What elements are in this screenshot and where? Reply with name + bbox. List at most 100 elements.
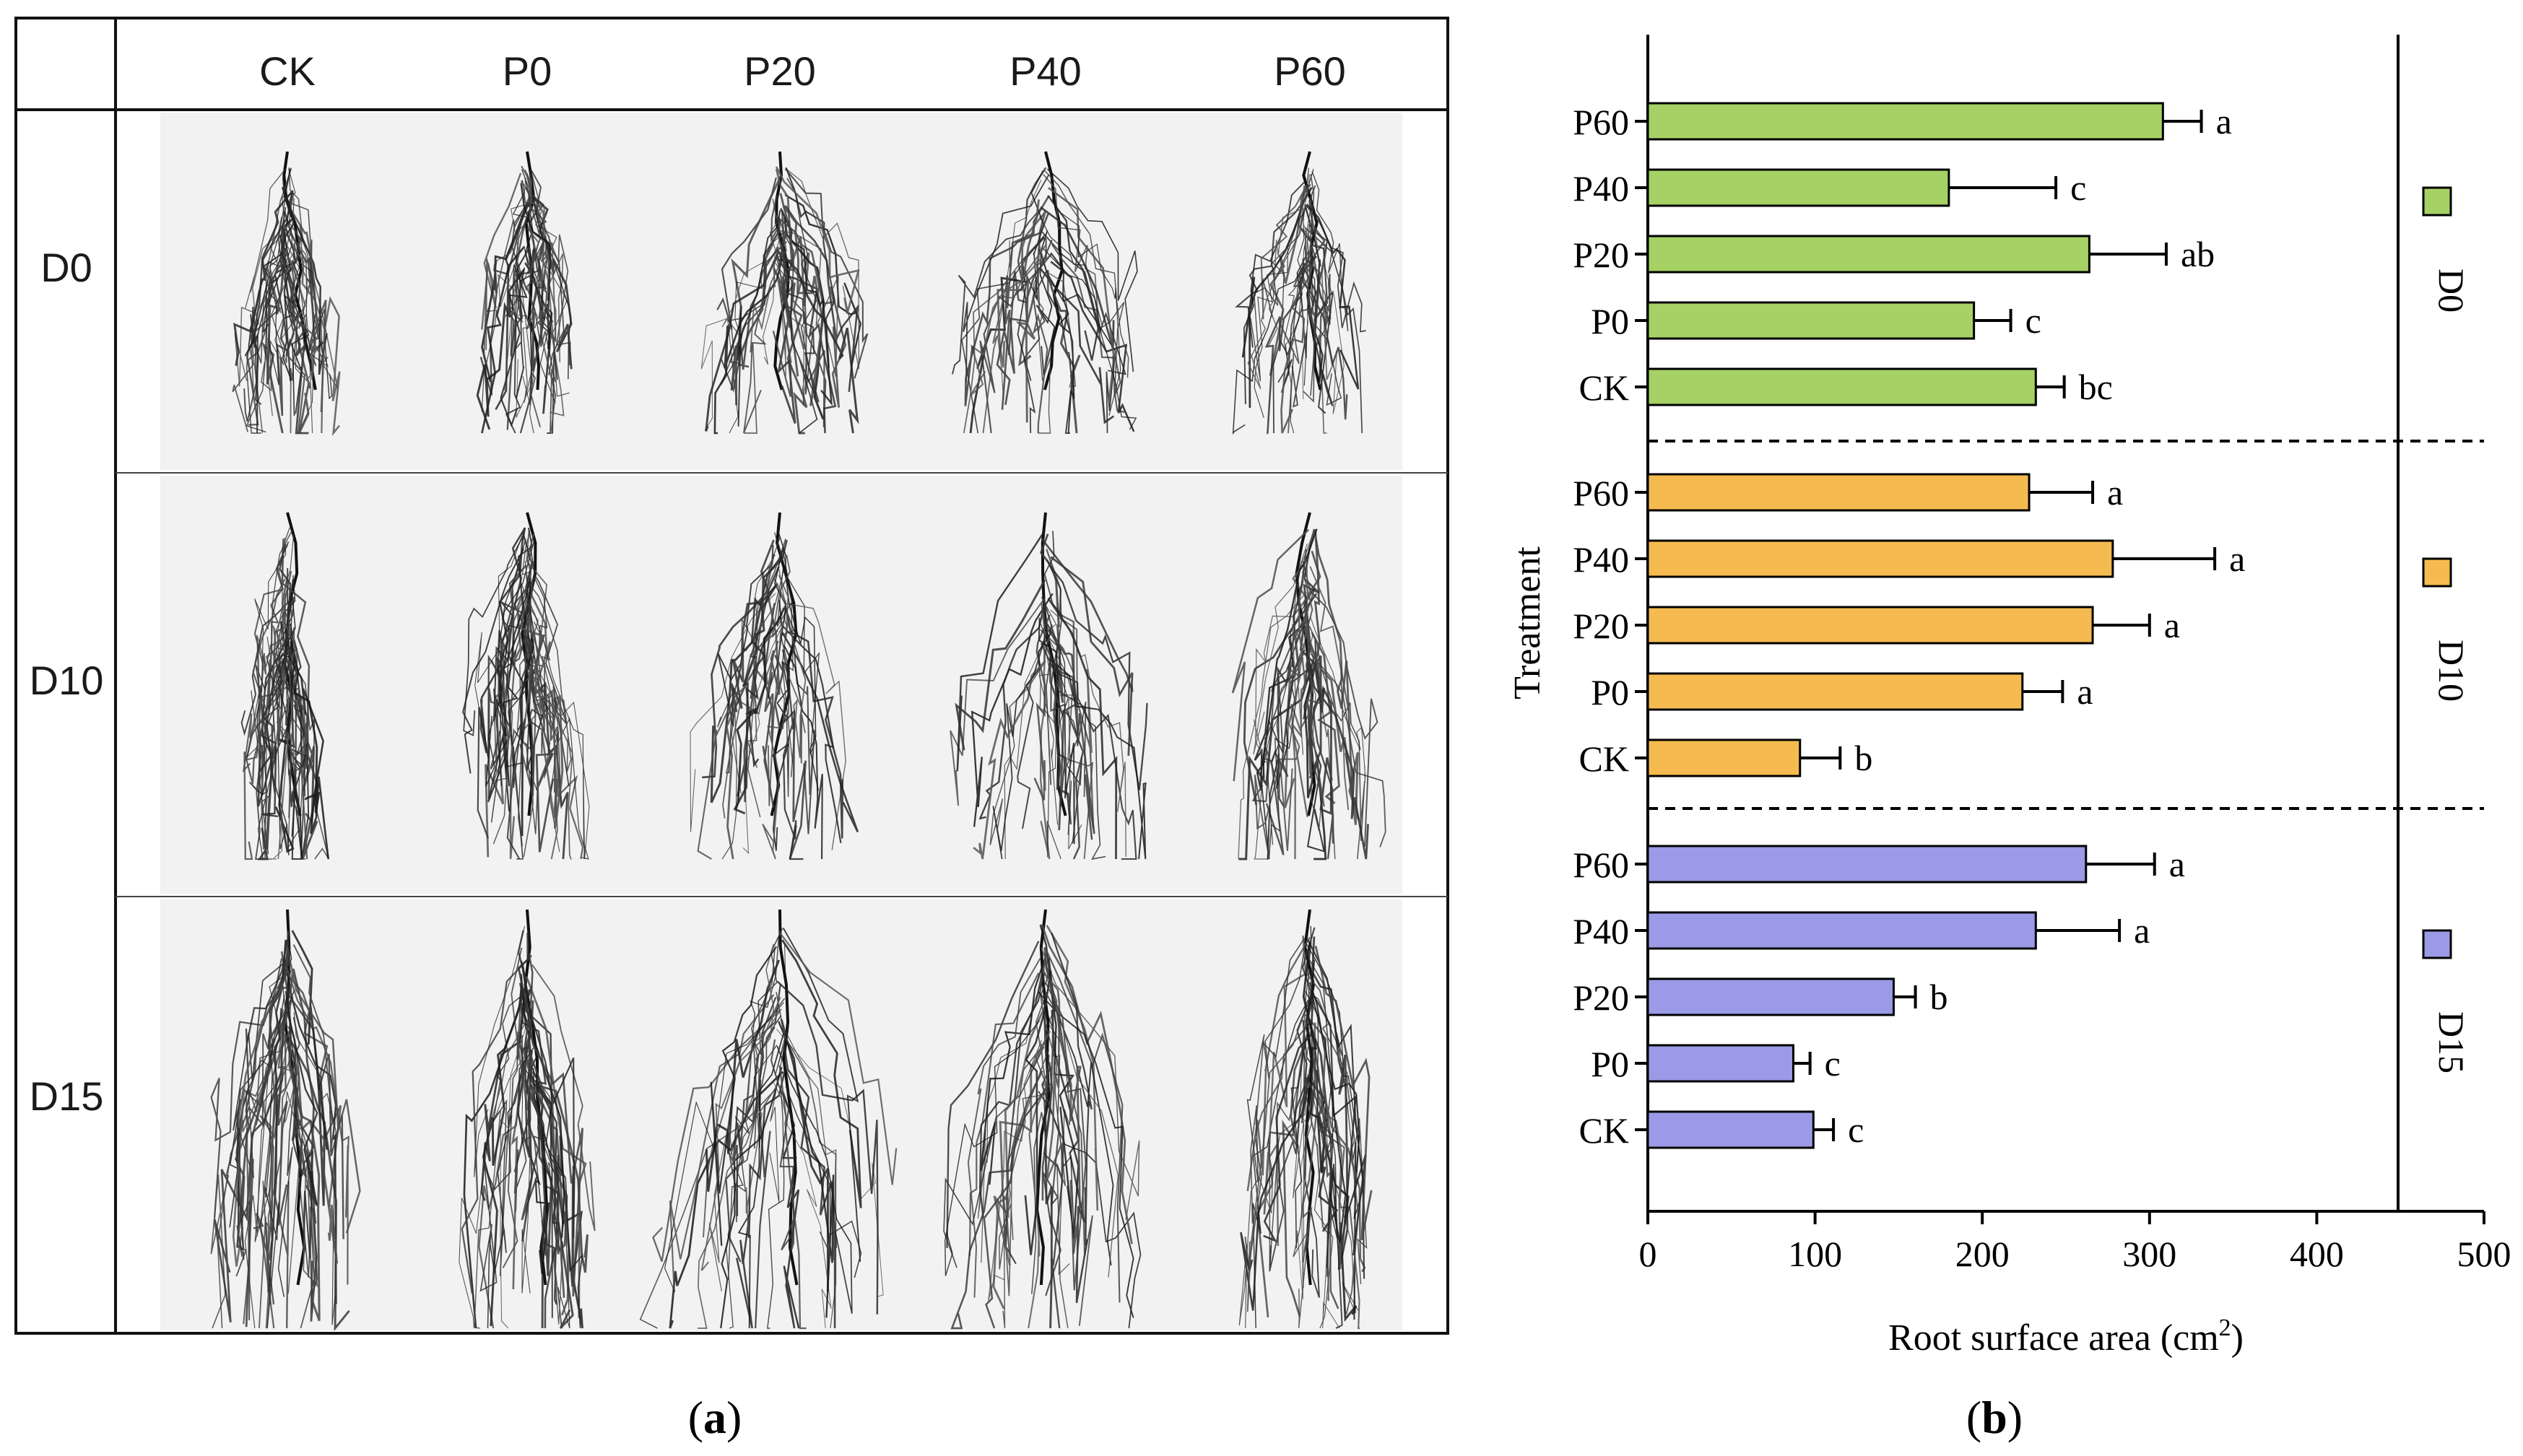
panel-a-grid [14,17,1449,1335]
root-strand [287,655,319,860]
root-strand [778,1065,807,1330]
root-strand [964,212,1050,406]
root-strand [1299,626,1333,815]
row-header-d0: D0 [40,245,92,290]
root-strand [1044,973,1119,1278]
root-strand [1050,659,1147,860]
root-strand [979,240,1053,434]
root-strand [459,1037,529,1329]
root-image-d10-ck [240,512,330,860]
root-strand [244,223,295,434]
root-strand [482,987,523,1326]
photo-row-d15 [160,899,1402,1330]
root-strand [1306,203,1360,390]
root-strand [783,606,815,834]
bar-d15-p40 [1646,911,2037,950]
root-strand [516,933,534,1242]
root-strand [784,606,844,839]
group-label-d15: D15 [2431,1011,2472,1073]
root-strand [1277,549,1308,806]
root-strand [697,629,778,860]
root-strand [1033,614,1051,801]
root-strand [1308,626,1365,860]
root-strand [245,167,287,309]
root-strand [956,532,1045,772]
column-header-ck: CK [259,48,316,94]
root-strand [282,227,313,434]
root-strand [970,593,1054,827]
bar-d0-p20 [1646,235,2090,274]
root-strand [771,661,790,851]
root-strand [775,166,860,314]
root-strand [1305,635,1323,832]
root-strand [524,262,556,434]
root-strand [1260,185,1308,320]
root-strand [1043,173,1100,337]
root-strand [521,1071,532,1294]
root-strand [733,585,777,815]
x-tick-label-200: 200 [1955,1234,2010,1274]
significance-letter-d15-p60: a [2169,844,2185,884]
root-strand [737,209,781,427]
root-strand [235,940,288,1251]
root-image-d0-ck [232,151,341,437]
root-strand [290,641,321,814]
group-label-d0: D0 [2431,269,2472,313]
root-strand [782,927,861,1262]
root-strand [782,205,825,406]
root-strand [1043,599,1067,808]
root-strand [524,169,557,343]
root-strand [246,232,286,434]
significance-letter-d0-p20: ab [2181,234,2215,274]
root-strand [720,1067,783,1329]
y-tick-label-d10-p0: P0 [1591,672,1629,712]
root-strand [1041,947,1140,1220]
root-strand [1232,264,1305,435]
root-strand [690,593,776,832]
root-strand [529,1074,583,1329]
root-strand [950,1083,1051,1330]
root-strand [1032,237,1048,434]
root-strand [776,254,820,403]
root-strand [1047,597,1118,860]
root-strand [1269,1057,1316,1272]
root-strand [778,575,807,764]
root-strand [1302,560,1378,847]
root-strand [463,536,524,737]
root-strand [1314,946,1373,1241]
root-strand [491,561,534,772]
root-strand [969,256,1043,397]
root-strand [521,180,565,375]
legend-swatch-d0 [2422,186,2452,217]
root-strand [777,529,820,791]
root-strand [489,1035,524,1273]
root-strand [1310,653,1386,847]
bar-d15-ck [1646,1110,1815,1149]
root-strand [285,1005,314,1258]
root-strand [743,239,776,434]
root-image-d0-p60 [1232,151,1366,435]
root-strand [243,263,292,422]
root-strand [1049,565,1148,790]
root-strand [1264,256,1318,435]
root-strand [1303,530,1321,720]
root-strand [504,210,529,430]
row-headers: D0 D10 D15 [30,245,104,1119]
y-tick-label-d10-p20: P20 [1573,606,1629,646]
y-axis-label: Treatment [1507,546,1548,699]
root-strand [776,991,837,1261]
row-header-d10: D10 [30,658,104,703]
root-strand [1039,924,1080,1239]
root-strand [291,930,329,1206]
root-strand [774,532,794,763]
root-image-d0-p40 [952,151,1138,435]
significance-letter-d0-p40: c [2070,167,2086,208]
bar-d0-ck [1646,367,2037,406]
bar-d10-p60 [1646,473,2031,512]
root-strand [285,639,302,837]
root-strand [767,1089,785,1329]
y-tick-label-d15-p60: P60 [1573,845,1629,885]
root-strand [492,964,529,1276]
root-strand [1040,268,1115,424]
